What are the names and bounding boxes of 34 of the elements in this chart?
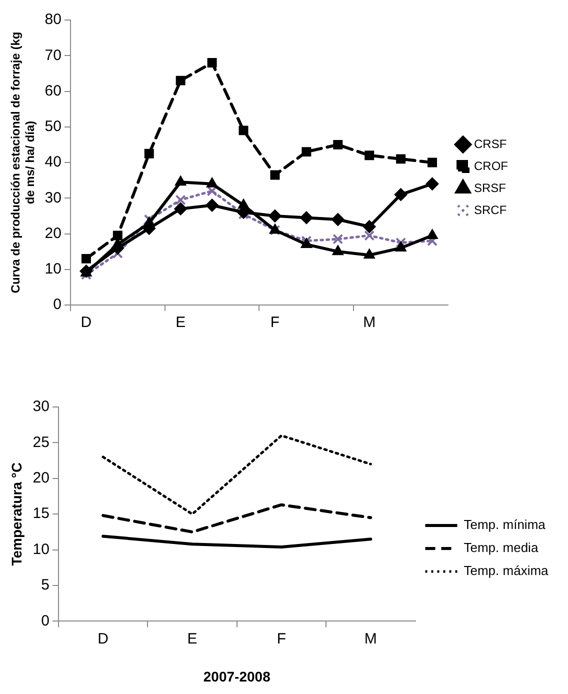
y-tick-label: 20 [32, 470, 50, 487]
y-tick-label: 30 [32, 398, 50, 416]
y-tick-label: 10 [32, 540, 50, 558]
x-tick-label: E [187, 630, 198, 648]
legend-label: Temp. máxima [464, 563, 550, 578]
legend-label: CRSF [474, 136, 507, 151]
x-axis-title: 2007-2008 [203, 668, 271, 684]
y-tick-label: 10 [44, 260, 62, 278]
y-tick-label: 30 [44, 189, 62, 206]
y-tick-label: 15 [32, 505, 50, 522]
x-tick-label: D [98, 630, 109, 648]
legend-label: SRCF [474, 202, 507, 217]
y-tick-label: 50 [44, 118, 62, 136]
x-tick-label: M [364, 630, 377, 648]
y-axis-title: Temperatura °C [8, 462, 24, 566]
legend-label: Temp. media [464, 540, 539, 556]
y-tick-label: 60 [44, 82, 62, 100]
y-axis-title: Curva de producción estacional de forraje (kg de ms/ ha/ día) [8, 32, 37, 294]
legend-label: SRSF [474, 180, 506, 195]
y-tick-label: 0 [53, 296, 62, 314]
legend-label: Temp. mínima [464, 517, 546, 532]
y-tick-label: 70 [44, 46, 62, 64]
y-tick-label: 5 [41, 576, 50, 594]
y-tick-label: 0 [41, 612, 50, 630]
y-tick-label: 80 [44, 11, 62, 28]
x-tick-label: E [176, 314, 186, 332]
x-tick-label: F [276, 630, 286, 648]
y-tick-label: 40 [44, 154, 62, 171]
x-tick-label: D [80, 314, 92, 332]
x-tick-label: M [363, 314, 376, 332]
legend-label: CROF [474, 158, 508, 173]
x-tick-label: F [270, 314, 280, 332]
y-tick-label: 20 [44, 224, 62, 242]
y-tick-label: 25 [32, 434, 50, 451]
